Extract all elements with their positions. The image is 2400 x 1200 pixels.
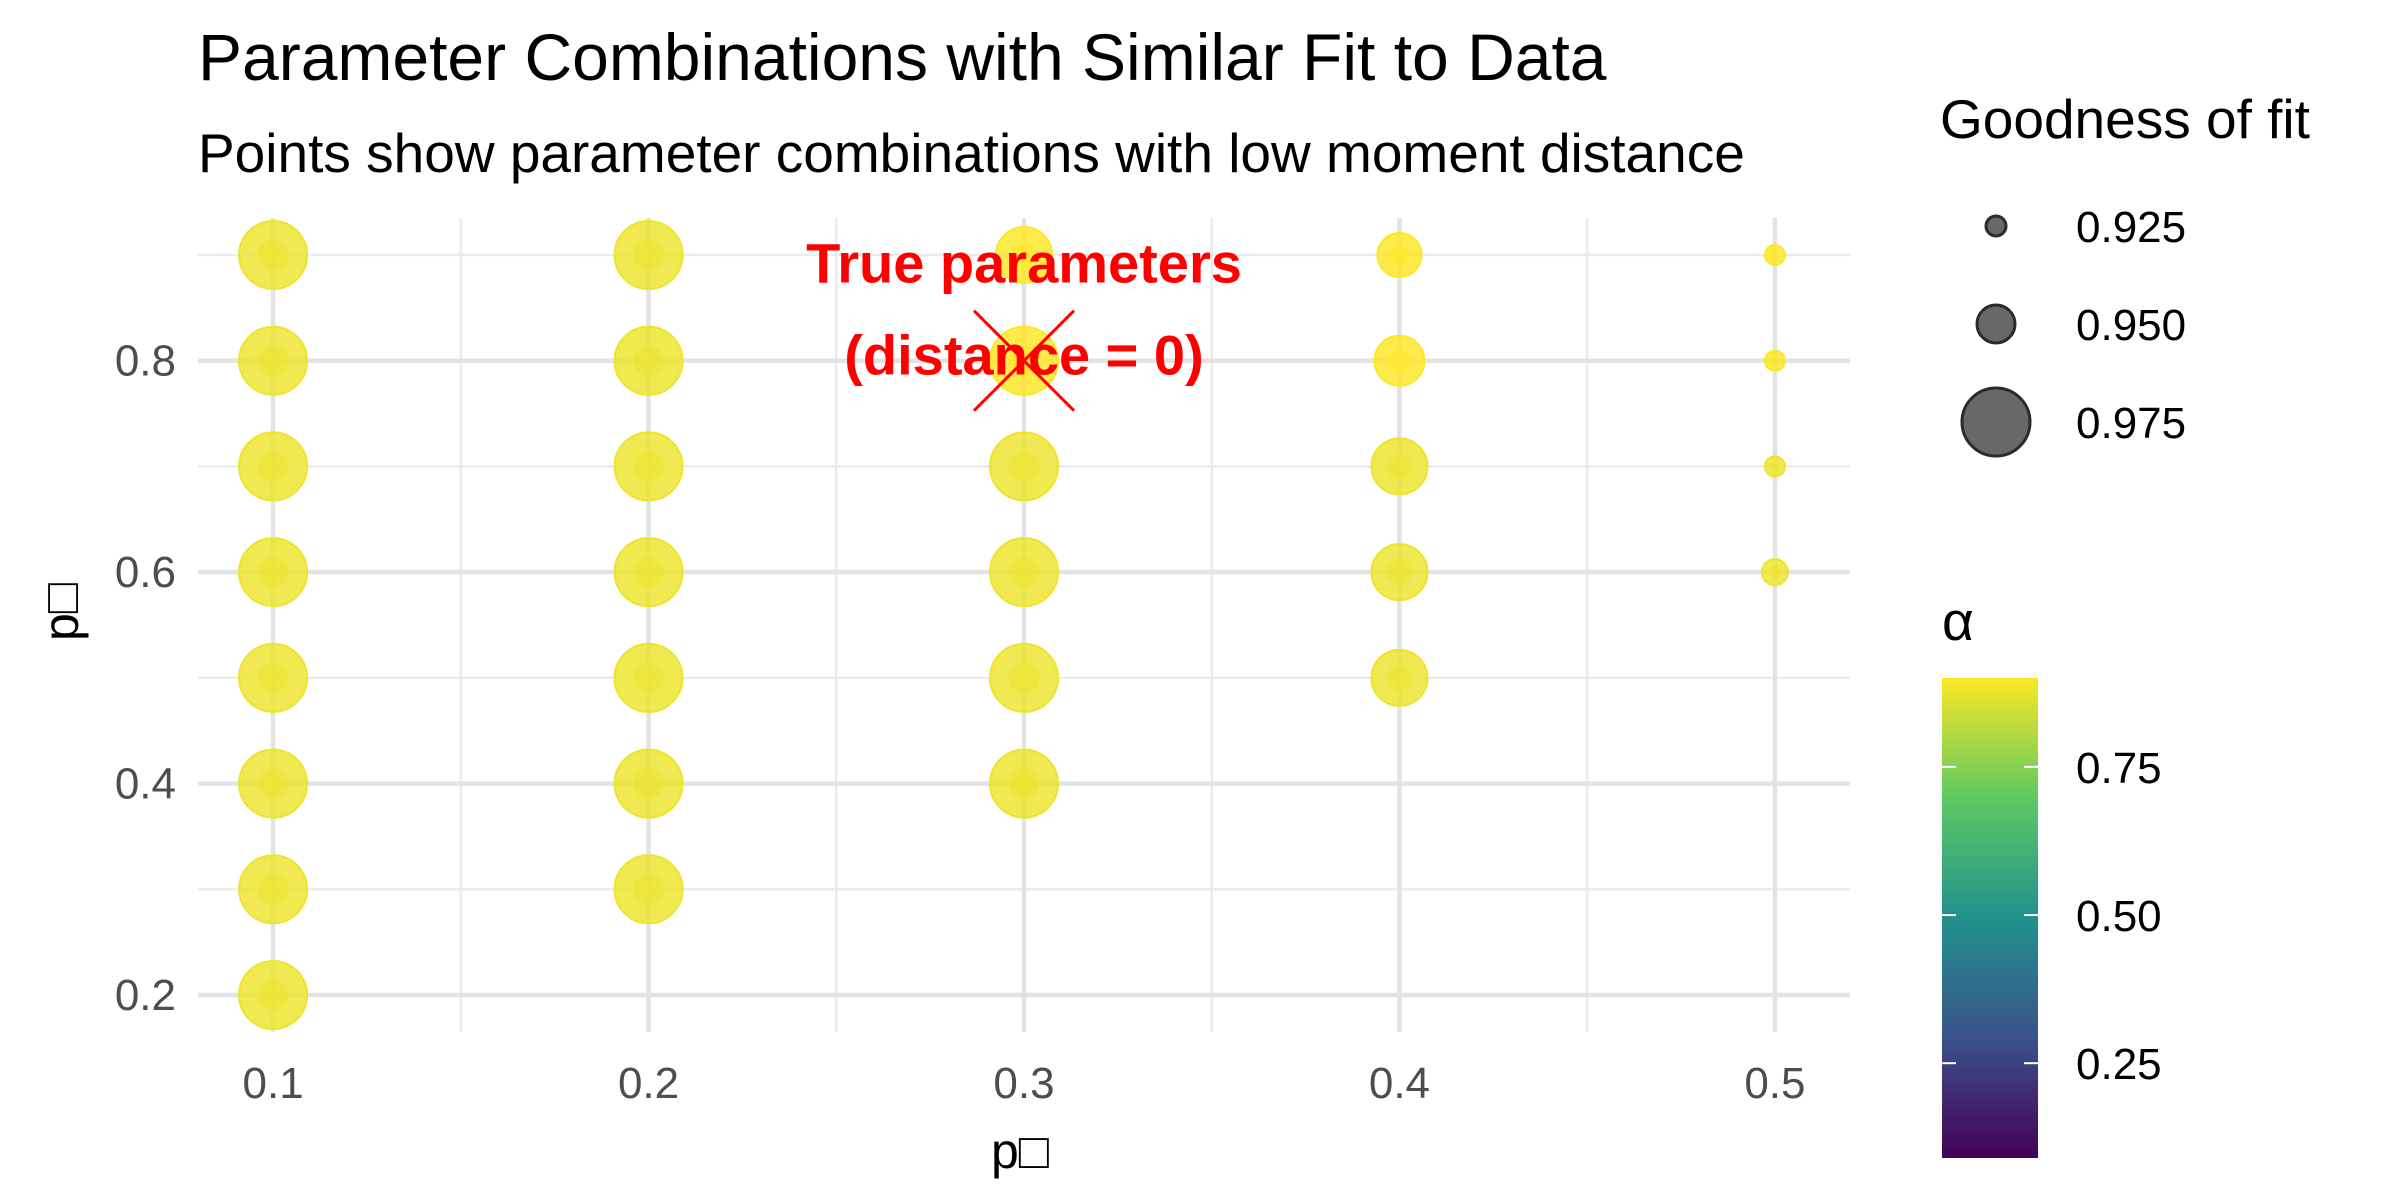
colorbar (1942, 678, 2038, 1158)
data-point-core (1388, 349, 1411, 372)
true-parameters-marker (972, 309, 1076, 412)
colorbar-ticks: 0.25 0.50 0.75 (1942, 744, 2162, 1089)
data-point-core (1008, 451, 1040, 482)
data-point-core (633, 662, 664, 694)
y-tick-label: 0.2 (115, 971, 176, 1020)
data-point-core (1008, 556, 1040, 588)
plot-area: True parameters (distance = 0) (198, 218, 1850, 1032)
y-tick-label: 0.4 (115, 760, 176, 809)
size-legend-key (1960, 386, 2032, 458)
data-point-core (257, 345, 289, 377)
data-point-core (257, 979, 289, 1011)
data-point-core (633, 345, 664, 377)
size-legend-label: 0.975 (2076, 399, 2186, 448)
data-point-core (1386, 559, 1413, 585)
data-point-core (257, 239, 289, 271)
data-point-core (1770, 356, 1780, 366)
data-point-core (1769, 566, 1781, 578)
size-legend-label: 0.925 (2076, 203, 2186, 252)
x-tick-label: 0.3 (993, 1059, 1054, 1108)
data-point-core (1770, 250, 1780, 260)
colorbar-tick-label: 0.25 (2076, 1040, 2162, 1089)
data-point-core (257, 768, 289, 799)
data-point-core (1386, 665, 1413, 691)
color-legend-title: α (1942, 590, 1974, 652)
true-parameters-cross-line (972, 309, 1076, 412)
x-axis-title: p□ (991, 1123, 1050, 1179)
x-tick-label: 0.2 (618, 1059, 679, 1108)
data-point-core (1008, 768, 1040, 799)
data-point-core (1389, 245, 1410, 265)
x-tick-label: 0.1 (243, 1059, 304, 1108)
data-point-core (633, 451, 664, 482)
chart-title: Parameter Combinations with Similar Fit … (198, 20, 1607, 94)
chart-subtitle: Points show parameter combinations with … (198, 122, 1745, 184)
true-parameters-label: True parameters (806, 232, 1242, 295)
x-tick-label: 0.5 (1744, 1059, 1805, 1108)
data-point-core (257, 556, 289, 588)
data-point-core (1011, 242, 1037, 268)
data-point-core (633, 239, 664, 271)
y-tick-label: 0.6 (115, 548, 176, 597)
size-legend: Goodness of fit 0.925 0.950 0.975 (1940, 88, 2310, 458)
true-parameters-distance-label: (distance = 0) (844, 324, 1203, 387)
data-point-core (633, 873, 664, 905)
data-point-core (1386, 453, 1413, 480)
data-point-core (1008, 662, 1040, 694)
colorbar-tick-label: 0.50 (2076, 892, 2162, 941)
data-point-core (1770, 461, 1780, 471)
colorbar-tick-label: 0.75 (2076, 744, 2162, 793)
data-point-core (257, 873, 289, 905)
y-axis-ticks: 0.2 0.4 0.6 0.8 (115, 337, 176, 1020)
points (238, 220, 1789, 1030)
size-legend-label: 0.950 (2076, 301, 2186, 350)
data-point-core (257, 451, 289, 482)
y-axis-title: p□ (33, 582, 89, 641)
y-tick-label: 0.8 (115, 337, 176, 386)
data-point-core (633, 556, 664, 588)
size-legend-title: Goodness of fit (1940, 88, 2310, 150)
data-point-core (257, 662, 289, 694)
size-legend-key (1975, 303, 2017, 345)
x-axis-ticks: 0.1 0.2 0.3 0.4 0.5 (243, 1059, 1806, 1108)
x-tick-label: 0.4 (1369, 1059, 1430, 1108)
size-legend-key (1984, 214, 2008, 238)
data-point-core (633, 768, 664, 799)
color-legend: α 0.25 0.50 0.75 (1942, 590, 2162, 1158)
